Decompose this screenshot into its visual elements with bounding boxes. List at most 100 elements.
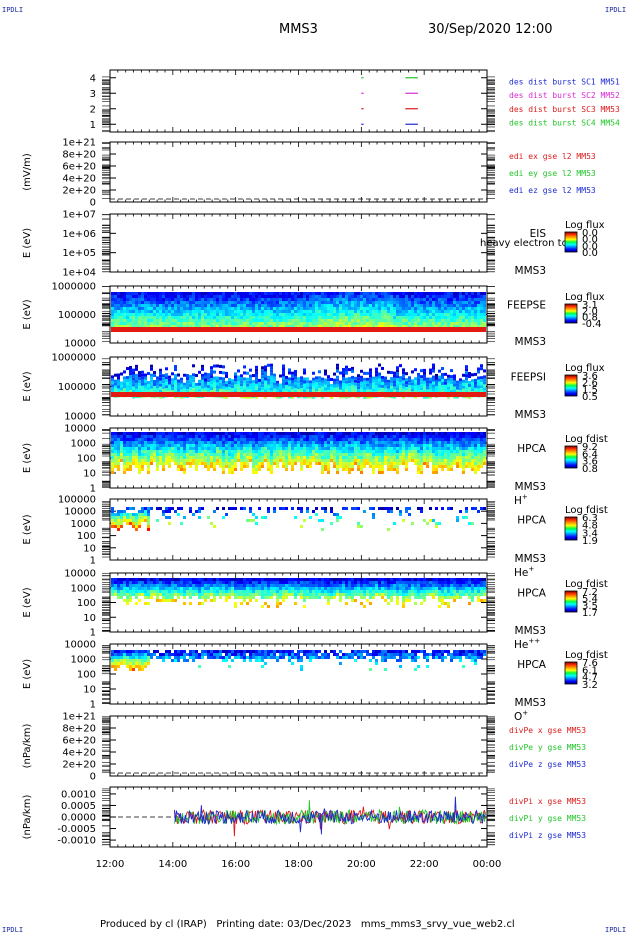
- spectrogram-cell: [333, 384, 336, 388]
- spectrogram-cell: [324, 322, 327, 325]
- spectrogram-cell: [249, 374, 252, 378]
- spectrogram-cell: [399, 310, 402, 313]
- y-tick-label: 8e+20: [62, 724, 96, 735]
- spectrogram-cell: [396, 325, 399, 328]
- spectrogram-cell: [210, 316, 213, 319]
- spectrogram-cell: [189, 322, 192, 325]
- spectrogram-cell: [165, 295, 168, 298]
- spectrogram-cell: [327, 319, 330, 322]
- spectrogram-cell: [228, 313, 231, 316]
- spectrogram-cell: [111, 447, 114, 450]
- spectrogram-cell: [258, 301, 261, 304]
- spectrogram-cell: [222, 316, 225, 319]
- spectrogram-cell: [333, 387, 336, 391]
- spectrogram-cell: [216, 379, 219, 383]
- spectrogram-cell: [369, 374, 372, 378]
- spectrogram-cell: [378, 304, 381, 307]
- spectrogram-cell: [450, 304, 453, 307]
- spectrogram-cell: [477, 388, 480, 392]
- spectrogram-cell: [132, 444, 135, 447]
- spectrogram-cell: [456, 319, 459, 322]
- spectrogram-cell: [132, 374, 135, 378]
- spectrogram-cell: [129, 304, 132, 307]
- spectrogram-cell: [435, 310, 438, 313]
- spectrogram-cell: [450, 322, 453, 325]
- spectrogram-cell: [228, 390, 231, 394]
- spectrogram-cell: [129, 319, 132, 322]
- spectrogram-cell: [243, 295, 246, 298]
- spectrogram-cell: [426, 313, 429, 316]
- spectrogram-cell: [123, 379, 126, 383]
- spectrogram-cell: [477, 385, 480, 389]
- spectrogram-cell: [210, 298, 213, 301]
- spectrogram-cell: [432, 384, 435, 388]
- spectrogram-cell: [324, 295, 327, 298]
- spectrogram-cell: [147, 325, 150, 328]
- spectrogram-cell: [411, 382, 414, 386]
- spectrogram-cell: [171, 378, 174, 382]
- spectrogram-cell: [198, 298, 201, 301]
- spectrogram-cell: [399, 301, 402, 304]
- spectrogram-cell: [255, 386, 258, 390]
- spectrogram-cell: [351, 381, 354, 385]
- spectrogram-cell: [333, 310, 336, 313]
- spectrogram-cell: [117, 465, 120, 468]
- spectrogram-cell: [123, 385, 126, 389]
- spectrogram-cell: [300, 313, 303, 316]
- spectrogram-cell: [465, 365, 468, 369]
- spectrogram-cell: [192, 379, 195, 383]
- spectrogram-cell: [351, 295, 354, 298]
- spectrogram-cell: [117, 438, 120, 441]
- spectrogram-cell: [132, 307, 135, 310]
- spectrogram-cell: [345, 292, 348, 295]
- spectrogram-cell: [270, 319, 273, 322]
- spectrogram-cell: [132, 295, 135, 298]
- spectrogram-cell: [423, 304, 426, 307]
- spectrogram-cell: [396, 369, 399, 373]
- spectrogram-cell: [468, 298, 471, 301]
- spectrogram-cell: [282, 307, 285, 310]
- spectrogram-cell: [339, 389, 342, 393]
- spectrogram-cell: [396, 301, 399, 304]
- spectrogram-cell: [147, 387, 150, 391]
- spectrogram-cell: [450, 387, 453, 391]
- y-tick-label: 2: [90, 104, 96, 115]
- spectrogram-cell: [120, 295, 123, 298]
- spectrogram-cell: [456, 389, 459, 393]
- spectrogram-cell: [462, 379, 465, 383]
- y-tick-label: 1: [90, 120, 96, 131]
- spectrogram-cell: [357, 295, 360, 298]
- colorbar-tick-label: 3.1: [582, 300, 598, 311]
- spectrogram-cell: [237, 390, 240, 394]
- spectrogram-cell: [168, 325, 171, 328]
- spectrogram-cell: [351, 301, 354, 304]
- spectrogram-cell: [468, 313, 471, 316]
- spectrogram-cell: [210, 366, 213, 370]
- spectrogram-cell: [237, 313, 240, 316]
- spectrogram-cell: [399, 298, 402, 301]
- spectrogram-cell: [177, 310, 180, 313]
- spectrogram-cell: [351, 310, 354, 313]
- spectrogram-cell: [303, 380, 306, 384]
- spectrogram-cell: [231, 388, 234, 392]
- spectrogram-cell: [372, 313, 375, 316]
- spectrogram-cell: [432, 313, 435, 316]
- spectrogram-cell: [375, 298, 378, 301]
- spectrogram-cell: [366, 325, 369, 328]
- spectrogram-cell: [315, 316, 318, 319]
- y-axis-label: E (eV): [22, 514, 33, 544]
- spectrogram-cell: [483, 322, 486, 325]
- spectrogram-cell: [129, 462, 132, 465]
- colorbar-tick-label: 5.4: [582, 594, 598, 605]
- spectrogram-cell: [393, 304, 396, 307]
- spectrogram-cell: [393, 313, 396, 316]
- spectrogram-cell: [114, 453, 117, 456]
- spectrogram-cell: [327, 310, 330, 313]
- spectrogram-cell: [273, 385, 276, 389]
- panel-divpi: -0.0010-0.00050.00000.00050.0010(nPa/km)…: [22, 786, 586, 848]
- spectrogram-cell: [210, 313, 213, 316]
- spectrogram-cell: [129, 375, 132, 379]
- spectrogram-cell: [354, 301, 357, 304]
- spectrogram-cell: [387, 385, 390, 389]
